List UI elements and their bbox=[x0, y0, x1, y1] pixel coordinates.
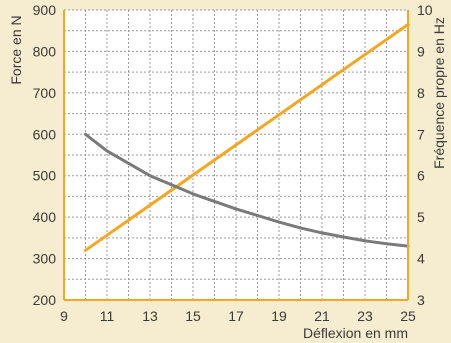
y-left-tick-label: 700 bbox=[33, 85, 57, 101]
y-right-tick-label: 5 bbox=[417, 209, 425, 225]
y-left-tick-label: 800 bbox=[33, 43, 57, 59]
y-left-axis-label: Force en N bbox=[8, 15, 24, 84]
y-left-tick-labels: 200 300 400 500 600 700 800 900 bbox=[33, 2, 57, 308]
y-right-tick-label: 9 bbox=[417, 43, 425, 59]
y-left-tick-label: 500 bbox=[33, 168, 57, 184]
x-tick-label: 15 bbox=[185, 308, 201, 324]
y-right-tick-label: 4 bbox=[417, 251, 425, 267]
y-right-tick-label: 3 bbox=[417, 292, 425, 308]
series-layer bbox=[84, 23, 410, 252]
y-right-tick-label: 7 bbox=[417, 126, 425, 142]
x-tick-label: 9 bbox=[60, 308, 68, 324]
force-series-line bbox=[84, 23, 410, 252]
y-right-tick-labels: 3 4 5 6 7 8 9 10 bbox=[417, 2, 433, 308]
x-tick-label: 11 bbox=[100, 308, 115, 324]
x-tick-label: 19 bbox=[271, 308, 287, 324]
y-right-tick-label: 6 bbox=[417, 168, 425, 184]
x-tick-label: 13 bbox=[142, 308, 158, 324]
frequency-series-line bbox=[84, 132, 410, 248]
y-left-tick-label: 400 bbox=[33, 209, 57, 225]
plot-frame bbox=[63, 10, 409, 301]
x-tick-label: 21 bbox=[314, 308, 330, 324]
y-left-tick-label: 200 bbox=[33, 292, 57, 308]
y-left-tick-label: 600 bbox=[33, 126, 57, 142]
x-tick-labels: 9 11 13 15 17 19 21 23 25 bbox=[60, 308, 416, 324]
y-left-tick-label: 300 bbox=[33, 251, 57, 267]
y-left-tick-label: 900 bbox=[33, 2, 57, 18]
x-tick-label: 17 bbox=[228, 308, 244, 324]
y-right-tick-label: 10 bbox=[417, 2, 433, 18]
x-axis-label: Déflexion en mm bbox=[303, 325, 408, 341]
x-tick-label: 23 bbox=[357, 308, 373, 324]
grid bbox=[64, 9, 408, 300]
y-right-axis-label: Fréquence propre en Hz bbox=[431, 17, 447, 169]
x-tick-label: 25 bbox=[400, 308, 416, 324]
y-right-tick-label: 8 bbox=[417, 85, 425, 101]
